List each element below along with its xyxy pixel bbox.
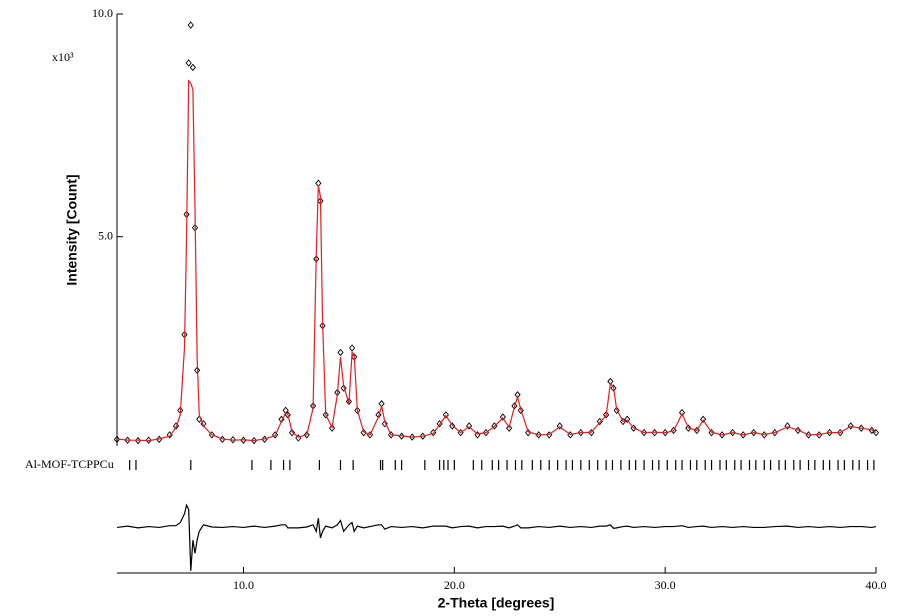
y-tick-label: 5.0 bbox=[98, 228, 113, 242]
observed-point bbox=[328, 424, 336, 432]
observed-point bbox=[624, 415, 631, 423]
observed-point bbox=[381, 420, 388, 428]
observed-point bbox=[322, 411, 329, 419]
observed-point bbox=[345, 397, 353, 406]
observed-point bbox=[409, 433, 416, 441]
calculated-line bbox=[116, 79, 877, 442]
observed-point bbox=[858, 424, 865, 432]
observed-point bbox=[354, 406, 361, 415]
observed-point bbox=[662, 428, 669, 437]
observed-point bbox=[348, 344, 356, 352]
y-tick-label: 10.0 bbox=[92, 6, 113, 20]
observed-point bbox=[303, 431, 310, 439]
x-tick-label: 10.0 bbox=[233, 578, 254, 592]
y-multiplier: x10³ bbox=[52, 50, 74, 64]
observed-point bbox=[700, 415, 707, 423]
observed-point bbox=[630, 424, 637, 432]
x-tick-label: 20.0 bbox=[444, 578, 465, 592]
difference-line bbox=[116, 503, 877, 571]
observed-point bbox=[113, 435, 121, 444]
observed-point bbox=[651, 428, 658, 437]
observed-point bbox=[685, 424, 692, 432]
observed-point bbox=[284, 411, 291, 419]
observed-point bbox=[250, 436, 258, 445]
observed-point bbox=[229, 436, 237, 444]
observed-point bbox=[360, 428, 367, 437]
observed-point bbox=[750, 428, 757, 437]
observed-point bbox=[340, 384, 347, 392]
observed-point bbox=[784, 422, 791, 430]
observed-point bbox=[272, 431, 279, 439]
x-tick-label: 40.0 bbox=[866, 578, 887, 592]
observed-point bbox=[315, 179, 322, 187]
reflection-legend: Al-MOF-TCPPCu bbox=[25, 457, 114, 471]
observed-point bbox=[556, 422, 563, 430]
x-axis-title: 2-Theta [degrees] bbox=[438, 595, 555, 611]
observed-point bbox=[145, 436, 152, 444]
observed-point bbox=[847, 422, 854, 430]
observed-point bbox=[603, 411, 610, 419]
observed-point bbox=[442, 411, 449, 419]
observed-point bbox=[613, 406, 620, 415]
observed-point bbox=[517, 406, 524, 415]
observed-point bbox=[506, 424, 513, 432]
observed-point bbox=[172, 422, 180, 430]
observed-point bbox=[670, 426, 677, 435]
observed-point bbox=[189, 63, 196, 72]
observed-point bbox=[387, 431, 395, 439]
observed-point bbox=[708, 428, 715, 437]
observed-point bbox=[240, 436, 247, 444]
observed-point bbox=[826, 428, 833, 437]
observed-point bbox=[185, 59, 192, 67]
observed-point bbox=[678, 408, 686, 417]
observed-point bbox=[337, 348, 344, 357]
observed-point bbox=[729, 428, 736, 437]
y-axis-title: Intensity [Count] bbox=[64, 174, 80, 285]
x-tick-label: 30.0 bbox=[655, 578, 676, 592]
observed-point bbox=[740, 431, 747, 439]
observed-point bbox=[449, 422, 456, 430]
observed-point bbox=[577, 428, 584, 437]
observed-point bbox=[187, 21, 194, 29]
observed-point bbox=[588, 428, 595, 437]
observed-point bbox=[288, 428, 296, 437]
observed-point bbox=[466, 422, 473, 430]
observed-point bbox=[499, 413, 506, 421]
observed-point bbox=[124, 436, 131, 444]
